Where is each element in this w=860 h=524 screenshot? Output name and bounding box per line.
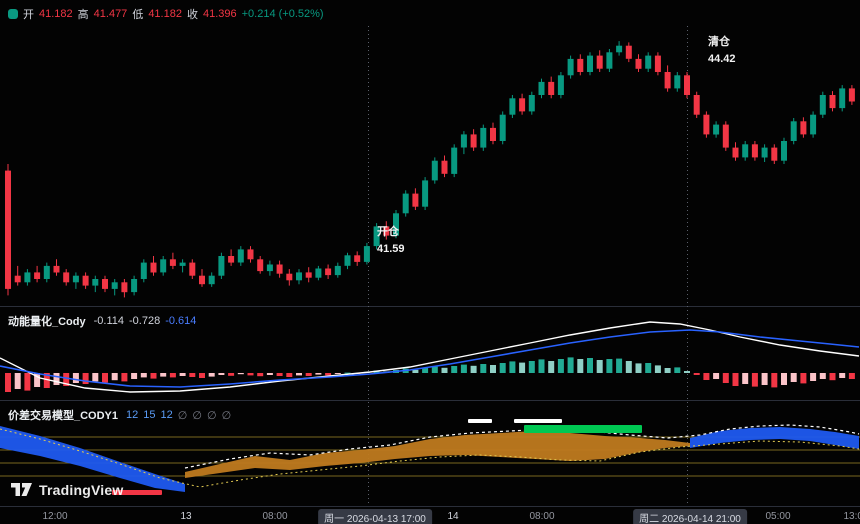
- momentum-legend: 动能量化_Cody -0.114 -0.728 -0.614: [8, 313, 196, 329]
- low-value: 41.182: [148, 8, 182, 20]
- entry-label: 开仓: [377, 226, 399, 238]
- exit-label: 清仓: [708, 36, 730, 48]
- open-value: 41.182: [39, 8, 73, 20]
- spread-legend: 价差交易模型_CODY1 12 15 12 ∅ ∅ ∅ ∅: [8, 407, 231, 423]
- time-axis-label: 08:00: [262, 511, 288, 522]
- spread-value-3: 12: [160, 409, 173, 421]
- momentum-indicator-title[interactable]: 动能量化_Cody: [8, 316, 86, 328]
- time-axis-label: 14: [447, 511, 459, 522]
- momentum-value-fast: -0.728: [129, 315, 161, 327]
- spread-value-1: 12: [126, 409, 139, 421]
- spread-indicator-title[interactable]: 价差交易模型_CODY1: [8, 410, 119, 422]
- tradingview-logo[interactable]: TradingView: [10, 481, 123, 498]
- momentum-value-hist: -0.114: [93, 315, 124, 327]
- close-label: 收: [186, 9, 198, 21]
- ohlc-legend: 开 41.182 高 41.477 低 41.182 收 41.396 +0.2…: [8, 6, 324, 22]
- exit-price: 44.42: [708, 53, 736, 65]
- spread-value-5: ∅: [192, 409, 202, 422]
- high-label: 高: [77, 9, 89, 21]
- annotation-exit: 清仓 44.42: [708, 34, 736, 68]
- series-icon[interactable]: [8, 9, 18, 19]
- spread-value-4: ∅: [177, 409, 188, 422]
- time-axis-session-marker: 周二 2026-04-14 21:00: [633, 509, 747, 524]
- change-value: +0.214 (+0.52%): [241, 8, 324, 20]
- time-axis-label: 08:00: [529, 511, 555, 522]
- high-value: 41.477: [93, 8, 128, 20]
- time-axis[interactable]: 12:00 13 08:00 周一 2026-04-13 17:00 14 08:00 周二…: [0, 506, 860, 524]
- spread-value-2: 15: [143, 409, 156, 421]
- low-label: 低: [132, 9, 144, 21]
- annotation-entry: 开仓 41.59: [377, 224, 405, 258]
- close-value: 41.396: [202, 8, 237, 20]
- tradingview-logo-icon: [11, 483, 32, 496]
- spread-value-6: ∅: [206, 409, 217, 422]
- time-axis-session-marker: 周一 2026-04-13 17:00: [318, 509, 432, 524]
- time-axis-label: 12:00: [42, 511, 68, 522]
- time-axis-label: 13:00: [843, 511, 860, 522]
- tradingview-logo-text: TradingView: [39, 481, 124, 498]
- entry-price: 41.59: [377, 243, 405, 255]
- momentum-value-slow: -0.614: [165, 315, 197, 327]
- spread-value-7: ∅: [221, 409, 232, 422]
- time-axis-label: 05:00: [765, 511, 791, 522]
- open-label: 开: [23, 9, 34, 21]
- time-axis-label: 13: [180, 511, 192, 522]
